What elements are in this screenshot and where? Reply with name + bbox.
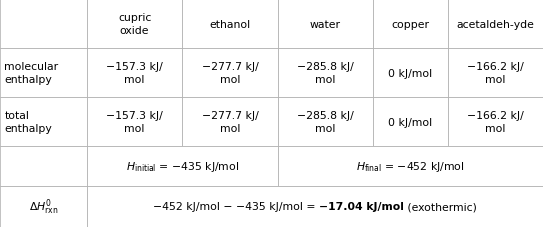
Bar xyxy=(373,49,447,98)
Bar xyxy=(0,49,87,98)
Bar xyxy=(447,49,543,98)
Bar xyxy=(373,98,447,146)
Text: copper: copper xyxy=(392,20,430,29)
Text: ethanol: ethanol xyxy=(210,20,250,29)
Text: −166.2 kJ/
mol: −166.2 kJ/ mol xyxy=(467,111,523,133)
Bar xyxy=(0,98,87,146)
Text: −277.7 kJ/
mol: −277.7 kJ/ mol xyxy=(201,62,258,84)
Bar xyxy=(87,49,182,98)
Bar xyxy=(277,49,373,98)
Bar xyxy=(182,0,277,49)
Text: $\Delta H^0_{\mathrm{rxn}}$: $\Delta H^0_{\mathrm{rxn}}$ xyxy=(29,197,58,216)
Bar xyxy=(0,0,87,49)
Bar xyxy=(87,0,182,49)
Bar xyxy=(277,98,373,146)
Bar xyxy=(277,0,373,49)
Text: (exothermic): (exothermic) xyxy=(404,202,477,212)
Bar xyxy=(447,98,543,146)
Bar xyxy=(0,146,87,186)
Text: 0 kJ/mol: 0 kJ/mol xyxy=(388,68,432,78)
Text: 0 kJ/mol: 0 kJ/mol xyxy=(388,117,432,127)
Text: −285.8 kJ/
mol: −285.8 kJ/ mol xyxy=(297,111,353,133)
Bar xyxy=(182,98,277,146)
Text: total
enthalpy: total enthalpy xyxy=(4,111,52,133)
Bar xyxy=(373,0,447,49)
Text: −157.3 kJ/
mol: −157.3 kJ/ mol xyxy=(106,62,163,84)
Bar xyxy=(87,98,182,146)
Text: −166.2 kJ/
mol: −166.2 kJ/ mol xyxy=(467,62,523,84)
Bar xyxy=(277,146,543,186)
Text: $H_{\mathrm{initial}}$ = −435 kJ/mol: $H_{\mathrm{initial}}$ = −435 kJ/mol xyxy=(125,159,239,173)
Text: −157.3 kJ/
mol: −157.3 kJ/ mol xyxy=(106,111,163,133)
Bar xyxy=(87,146,277,186)
Text: cupric
oxide: cupric oxide xyxy=(118,13,151,36)
Text: $H_{\mathrm{final}}$ = −452 kJ/mol: $H_{\mathrm{final}}$ = −452 kJ/mol xyxy=(356,159,465,173)
Text: −17.04 kJ/mol: −17.04 kJ/mol xyxy=(319,202,404,212)
Text: water: water xyxy=(310,20,341,29)
Text: −277.7 kJ/
mol: −277.7 kJ/ mol xyxy=(201,111,258,133)
Text: −285.8 kJ/
mol: −285.8 kJ/ mol xyxy=(297,62,353,84)
Text: molecular
enthalpy: molecular enthalpy xyxy=(4,62,59,84)
Bar xyxy=(0,186,87,227)
Text: acetaldeh­yde: acetaldeh­yde xyxy=(457,20,534,29)
Text: −452 kJ/mol − −435 kJ/mol =: −452 kJ/mol − −435 kJ/mol = xyxy=(153,202,319,212)
Bar xyxy=(182,49,277,98)
Bar xyxy=(87,186,543,227)
Bar xyxy=(447,0,543,49)
